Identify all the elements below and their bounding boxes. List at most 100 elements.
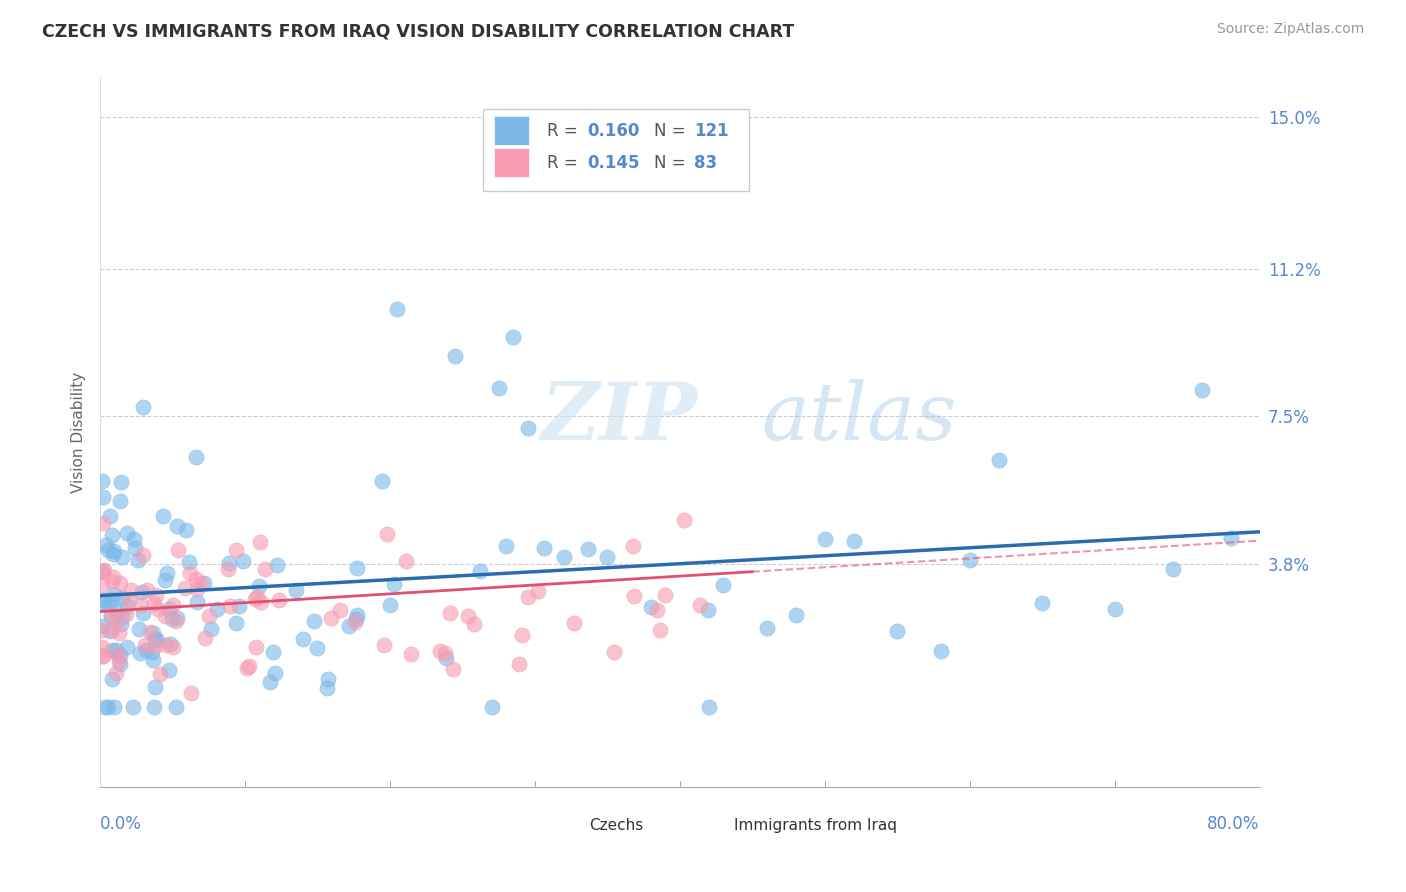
Text: R =: R =	[547, 153, 582, 171]
Point	[142, 625, 165, 640]
Text: 0.160: 0.160	[588, 121, 640, 140]
Point	[108, 494, 131, 508]
Point	[650, 623, 672, 637]
Point	[785, 608, 807, 623]
Point	[225, 615, 247, 630]
Point	[623, 589, 645, 603]
Point	[142, 653, 165, 667]
Point	[193, 575, 215, 590]
Text: 0.145: 0.145	[588, 153, 640, 171]
Point	[128, 646, 150, 660]
Point	[245, 590, 267, 604]
Point	[135, 643, 157, 657]
Text: 80.0%: 80.0%	[1208, 815, 1260, 833]
Point	[439, 606, 461, 620]
Point	[179, 566, 201, 580]
Point	[302, 615, 325, 629]
Point	[90, 578, 112, 592]
Point	[232, 553, 254, 567]
Point	[132, 548, 155, 562]
Point	[129, 598, 152, 612]
Point	[395, 554, 418, 568]
Point	[90, 564, 112, 578]
Text: R =: R =	[547, 121, 582, 140]
Point	[184, 572, 207, 586]
Point	[93, 598, 115, 612]
Point	[621, 539, 644, 553]
Point	[346, 561, 368, 575]
Point	[228, 599, 250, 613]
Point	[104, 666, 127, 681]
Point	[457, 608, 479, 623]
Point	[93, 700, 115, 714]
Point	[90, 649, 112, 664]
Point	[1191, 383, 1213, 397]
Point	[316, 681, 339, 695]
Point	[249, 535, 271, 549]
Point	[194, 631, 217, 645]
Point	[91, 491, 114, 505]
Y-axis label: Vision Disability: Vision Disability	[72, 372, 86, 492]
Point	[533, 541, 555, 556]
Point	[468, 564, 491, 578]
Point	[91, 648, 114, 663]
Point	[602, 645, 624, 659]
Point	[146, 602, 169, 616]
Point	[101, 574, 124, 588]
Point	[108, 657, 131, 672]
Point	[117, 599, 139, 613]
Point	[344, 615, 367, 630]
Point	[346, 612, 368, 626]
Point	[463, 617, 485, 632]
Point	[205, 602, 228, 616]
Point	[186, 595, 208, 609]
Point	[262, 645, 284, 659]
Point	[103, 700, 125, 714]
Point	[640, 600, 662, 615]
Point	[434, 650, 457, 665]
Point	[673, 513, 696, 527]
Text: Czechs: Czechs	[589, 819, 644, 833]
Point	[562, 615, 585, 630]
Point	[157, 601, 180, 615]
Point	[516, 421, 538, 435]
Point	[218, 599, 240, 613]
Point	[346, 608, 368, 623]
Point	[153, 608, 176, 623]
Point	[307, 641, 329, 656]
Bar	[558, 816, 583, 838]
Point	[186, 582, 208, 596]
Point	[101, 570, 124, 584]
Point	[149, 667, 172, 681]
Point	[110, 617, 132, 632]
Point	[122, 532, 145, 546]
Point	[141, 645, 163, 659]
Point	[247, 579, 270, 593]
Point	[100, 607, 122, 622]
Point	[814, 532, 837, 546]
Point	[516, 590, 538, 604]
Text: Source: ZipAtlas.com: Source: ZipAtlas.com	[1216, 22, 1364, 37]
Point	[321, 610, 343, 624]
Point	[284, 582, 307, 597]
Point	[375, 527, 398, 541]
Bar	[703, 816, 728, 838]
Point	[115, 607, 138, 622]
Point	[502, 329, 524, 343]
Point	[249, 595, 271, 609]
Point	[1219, 532, 1241, 546]
Point	[105, 642, 128, 657]
Point	[316, 673, 339, 687]
Point	[337, 619, 360, 633]
Point	[190, 576, 212, 591]
Point	[103, 544, 125, 558]
Point	[93, 563, 115, 577]
Point	[238, 659, 260, 673]
Point	[711, 577, 734, 591]
Point	[156, 566, 179, 580]
Point	[886, 624, 908, 639]
Point	[197, 608, 219, 623]
Point	[115, 525, 138, 540]
Point	[97, 700, 120, 714]
Point	[138, 624, 160, 639]
